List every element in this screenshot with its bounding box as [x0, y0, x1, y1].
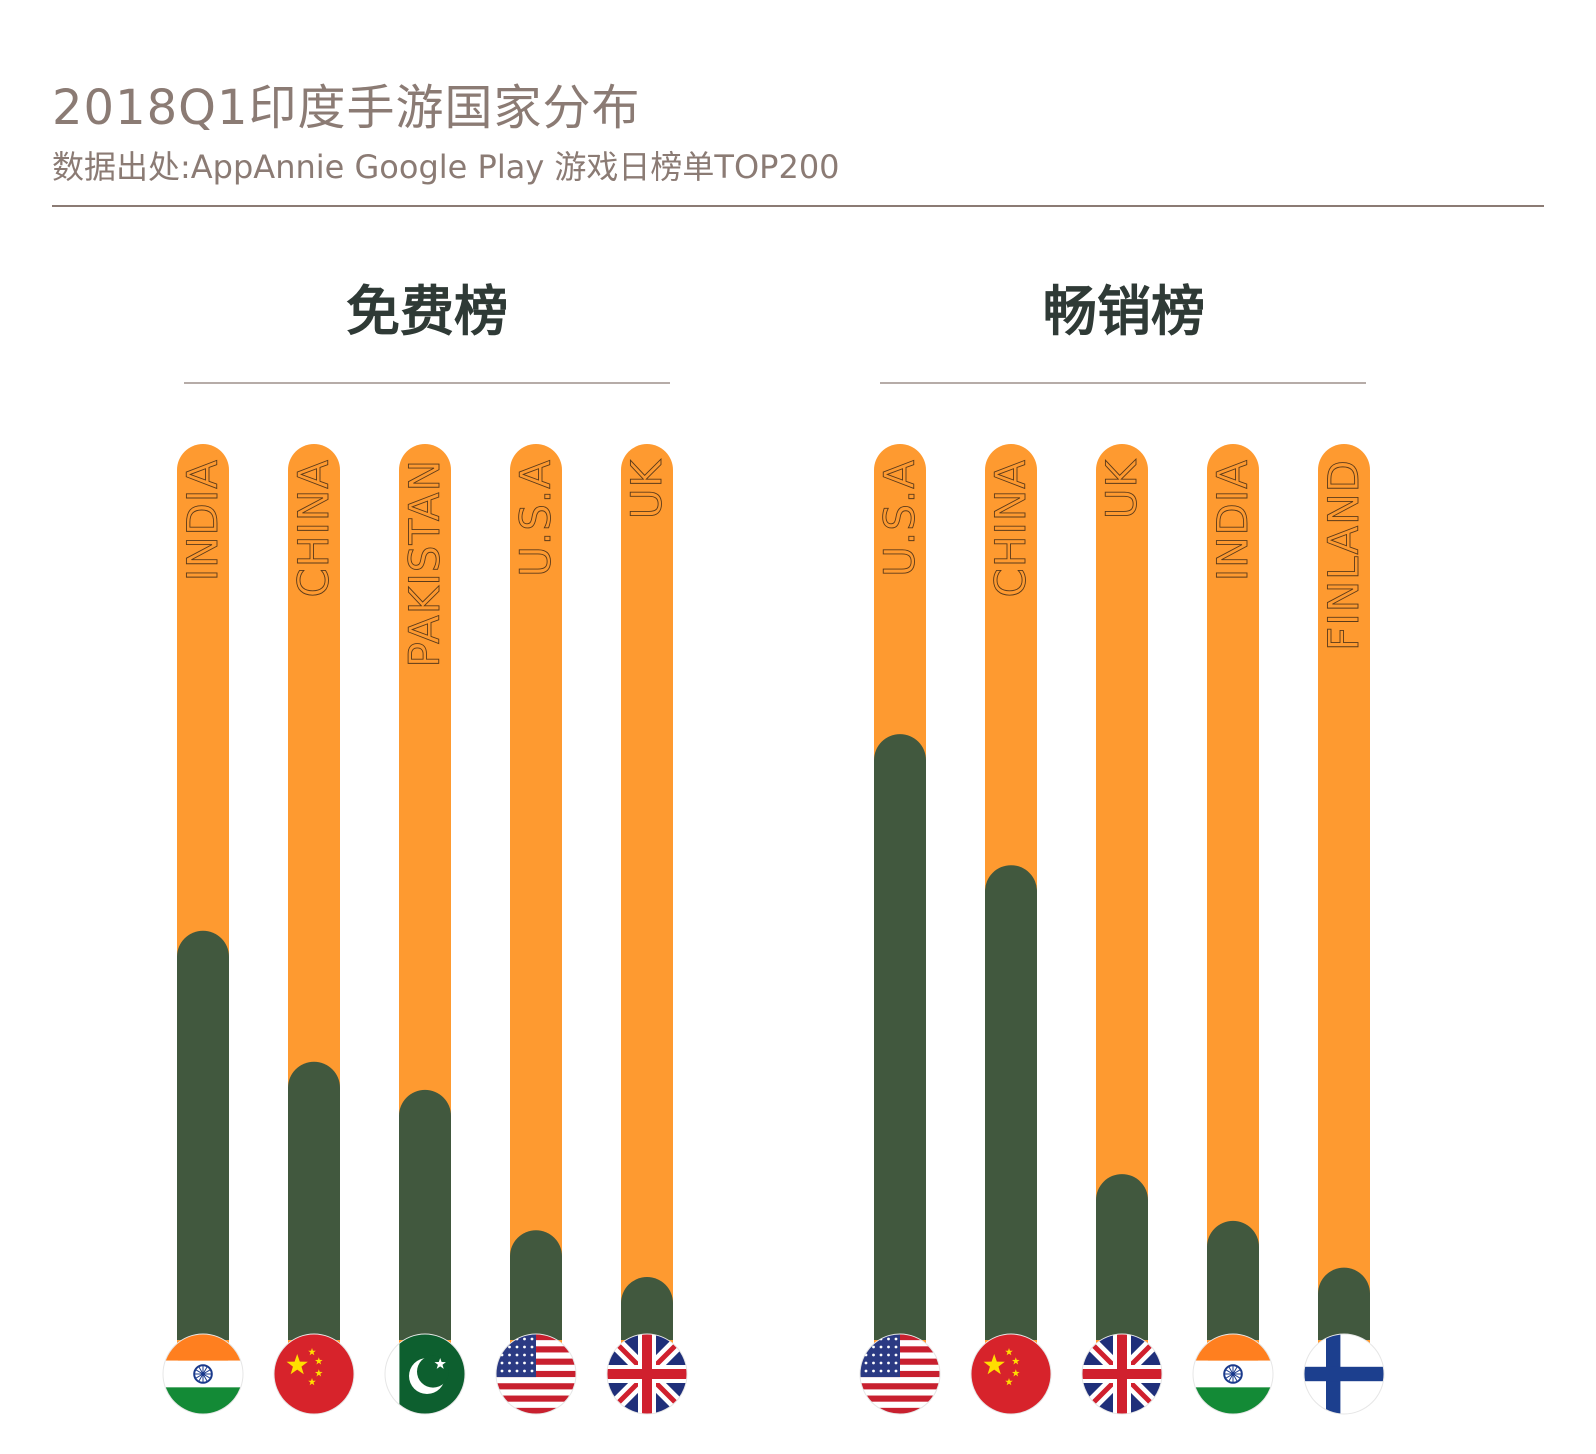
bar-track — [1207, 444, 1259, 1380]
china-flag-icon — [970, 1333, 1052, 1415]
bar-value — [1207, 1220, 1259, 1340]
bar-value — [1096, 1174, 1148, 1340]
bar-group: U.S.A — [874, 444, 926, 1380]
chart-panel-grossing: 畅销榜 U.S.A CHINA UK INDIA FINLAND — [874, 280, 1370, 1380]
bar-value — [874, 734, 926, 1340]
bar-group: U.S.A — [510, 444, 562, 1380]
bar-group: CHINA — [288, 444, 340, 1380]
category-label: CHINA — [986, 459, 1035, 597]
bar-track — [1318, 444, 1370, 1380]
panel-heading: 畅销榜 — [1043, 280, 1205, 343]
bar-value — [985, 865, 1037, 1340]
uk-flag-icon — [1081, 1333, 1163, 1415]
category-label: UK — [622, 459, 671, 520]
usa-flag-icon — [495, 1333, 577, 1415]
bar-value — [510, 1230, 562, 1340]
bar-group: FINLAND — [1318, 444, 1370, 1380]
bar-group: CHINA — [985, 444, 1037, 1380]
india-flag-icon — [162, 1333, 244, 1415]
category-label: CHINA — [289, 459, 338, 597]
bar-group: INDIA — [177, 444, 229, 1380]
bar-track — [510, 444, 562, 1380]
panel-heading: 免费榜 — [346, 280, 508, 343]
page-subtitle: 数据出处:AppAnnie Google Play 游戏日榜单TOP200 — [52, 148, 840, 186]
india-flag-icon — [1192, 1333, 1274, 1415]
bar-value — [621, 1277, 673, 1340]
bar-group: INDIA — [1207, 444, 1259, 1380]
pakistan-flag-icon — [384, 1333, 466, 1415]
chart-panel-free: 免费榜 INDIA CHINA PAKISTAN U.S.A UK — [177, 280, 673, 1380]
uk-flag-icon — [606, 1333, 688, 1415]
bar-group: PAKISTAN — [399, 444, 451, 1380]
usa-flag-icon — [859, 1333, 941, 1415]
bar-group: UK — [1096, 444, 1148, 1380]
category-label: U.S.A — [511, 459, 560, 577]
header-divider — [52, 205, 1544, 207]
category-label: PAKISTAN — [400, 459, 449, 668]
bar-value — [399, 1089, 451, 1340]
finland-flag-icon — [1303, 1333, 1385, 1415]
bar-track — [621, 444, 673, 1380]
bar-value — [1318, 1267, 1370, 1340]
category-label: UK — [1097, 459, 1146, 520]
category-label: FINLAND — [1319, 459, 1368, 651]
bar-group: UK — [621, 444, 673, 1380]
bar-value — [177, 930, 229, 1340]
page-title: 2018Q1印度手游国家分布 — [52, 80, 641, 136]
category-label: INDIA — [1208, 459, 1257, 581]
china-flag-icon — [273, 1333, 355, 1415]
bar-track — [1096, 444, 1148, 1380]
category-label: U.S.A — [875, 459, 924, 577]
category-label: INDIA — [178, 459, 227, 581]
bar-value — [288, 1061, 340, 1340]
